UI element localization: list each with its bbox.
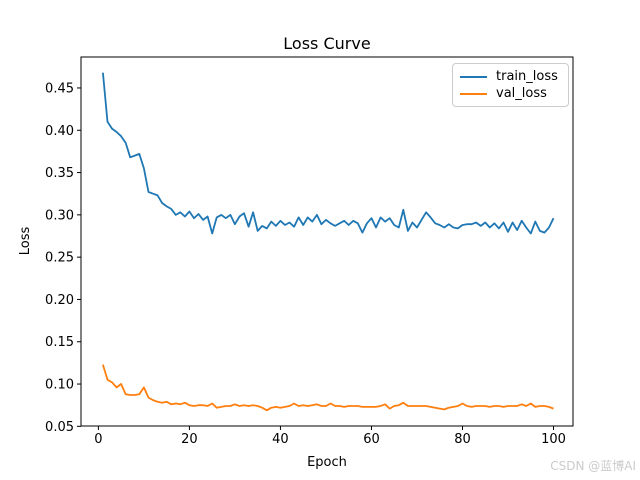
- legend-item-train-loss: train_loss: [460, 70, 561, 83]
- svg-text:0.05: 0.05: [45, 420, 74, 435]
- svg-text:60: 60: [363, 432, 380, 447]
- chart-title: Loss Curve: [283, 34, 370, 53]
- y-axis-label: Loss: [18, 227, 33, 256]
- plot-area: 0 20 40 60 80 100 0.05 0.10 0.15 0.20 0.25 0.30 0.35…: [45, 56, 574, 447]
- svg-text:80: 80: [454, 432, 471, 447]
- svg-text:0: 0: [94, 432, 102, 447]
- svg-text:20: 20: [181, 432, 198, 447]
- svg-text:0.15: 0.15: [45, 335, 74, 350]
- svg-text:0.25: 0.25: [45, 251, 74, 266]
- svg-text:0.45: 0.45: [45, 81, 74, 96]
- watermark: CSDN @蓝博AI: [550, 459, 636, 473]
- svg-text:0.30: 0.30: [45, 208, 74, 223]
- svg-text:0.10: 0.10: [45, 378, 74, 393]
- legend-label-val-loss: val_loss: [496, 86, 547, 101]
- train-loss-line-swatch: [460, 75, 487, 78]
- svg-text:0.35: 0.35: [45, 166, 74, 181]
- val-loss-line-swatch: [460, 92, 487, 95]
- svg-text:0.20: 0.20: [45, 293, 74, 308]
- legend-item-val-loss: val_loss: [460, 87, 561, 100]
- legend-box: train_loss val_loss: [452, 63, 569, 107]
- svg-text:0.40: 0.40: [45, 124, 74, 139]
- x-axis-label: Epoch: [307, 455, 347, 470]
- svg-text:40: 40: [272, 432, 289, 447]
- svg-text:100: 100: [541, 432, 566, 447]
- legend-label-train-loss: train_loss: [496, 69, 558, 84]
